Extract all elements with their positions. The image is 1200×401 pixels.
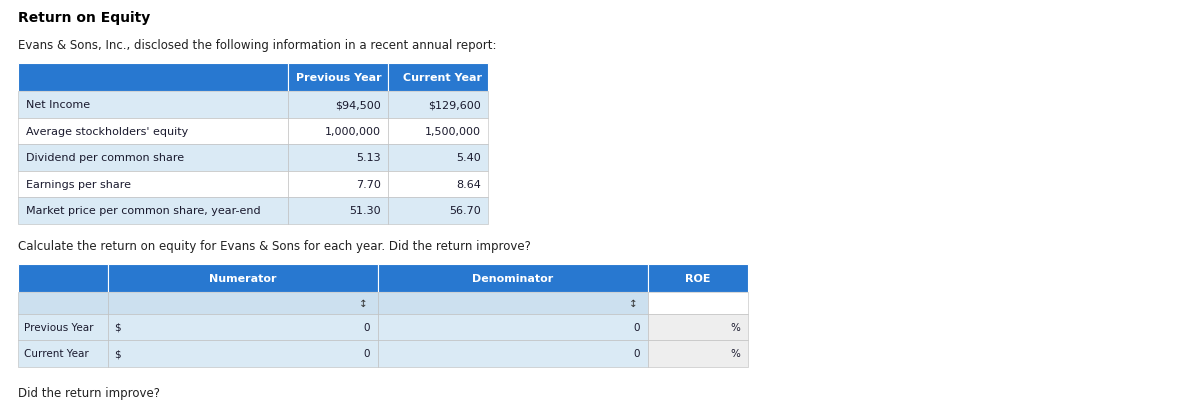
Text: ↕: ↕ [359,298,367,308]
Text: $129,600: $129,600 [428,100,481,110]
Text: Denominator: Denominator [473,273,553,283]
Bar [378,314,648,340]
Bar [648,264,748,292]
Text: 8.64: 8.64 [456,179,481,189]
Bar [388,92,488,118]
Bar [18,145,288,171]
Bar [288,92,388,118]
Bar [18,198,288,224]
Bar [388,198,488,224]
Bar [648,314,748,340]
Text: Previous Year: Previous Year [296,73,382,83]
Text: Current Year: Current Year [24,348,89,358]
Bar [648,340,748,367]
Bar [288,198,388,224]
Text: 0: 0 [634,348,640,358]
Text: Earnings per share: Earnings per share [26,179,131,189]
Text: Did the return improve?: Did the return improve? [18,386,160,399]
Text: Dividend per common share: Dividend per common share [26,153,184,163]
Bar [108,314,378,340]
Text: Evans & Sons, Inc., disclosed the following information in a recent annual repor: Evans & Sons, Inc., disclosed the follow… [18,39,497,53]
Text: $: $ [114,348,121,358]
Bar [288,171,388,198]
Text: %: % [730,348,740,358]
Text: 0: 0 [634,322,640,332]
Bar [288,145,388,171]
Bar [18,340,108,367]
Text: Current Year: Current Year [403,73,482,83]
Text: %: % [730,322,740,332]
Bar [288,64,388,92]
Bar [18,292,108,314]
Bar [18,118,288,145]
Bar [648,292,748,314]
Text: 51.30: 51.30 [349,206,382,216]
Text: 0: 0 [364,348,370,358]
Text: 1,000,000: 1,000,000 [325,126,382,136]
Bar [18,171,288,198]
Text: Calculate the return on equity for Evans & Sons for each year. Did the return im: Calculate the return on equity for Evans… [18,239,530,252]
Bar [18,314,108,340]
Text: Market price per common share, year-end: Market price per common share, year-end [26,206,260,216]
Text: ROE: ROE [685,273,710,283]
Bar [288,118,388,145]
Text: 56.70: 56.70 [449,206,481,216]
Text: Return on Equity: Return on Equity [18,11,150,25]
Text: $: $ [114,322,121,332]
Bar [388,145,488,171]
Bar [18,64,288,92]
Bar [378,264,648,292]
Text: ↕: ↕ [629,298,637,308]
Text: 7.70: 7.70 [356,179,382,189]
Bar [108,292,378,314]
Text: 1,500,000: 1,500,000 [425,126,481,136]
Bar [388,171,488,198]
Bar [388,118,488,145]
Text: $94,500: $94,500 [335,100,382,110]
Bar [378,292,648,314]
Bar [18,92,288,118]
Text: Numerator: Numerator [209,273,277,283]
Text: Net Income: Net Income [26,100,90,110]
Bar [108,340,378,367]
Text: Average stockholders' equity: Average stockholders' equity [26,126,188,136]
Bar [378,340,648,367]
Text: 5.13: 5.13 [356,153,382,163]
Bar [108,264,378,292]
Text: Previous Year: Previous Year [24,322,94,332]
Text: 5.40: 5.40 [456,153,481,163]
Bar [18,264,108,292]
Bar [388,64,488,92]
Text: 0: 0 [364,322,370,332]
